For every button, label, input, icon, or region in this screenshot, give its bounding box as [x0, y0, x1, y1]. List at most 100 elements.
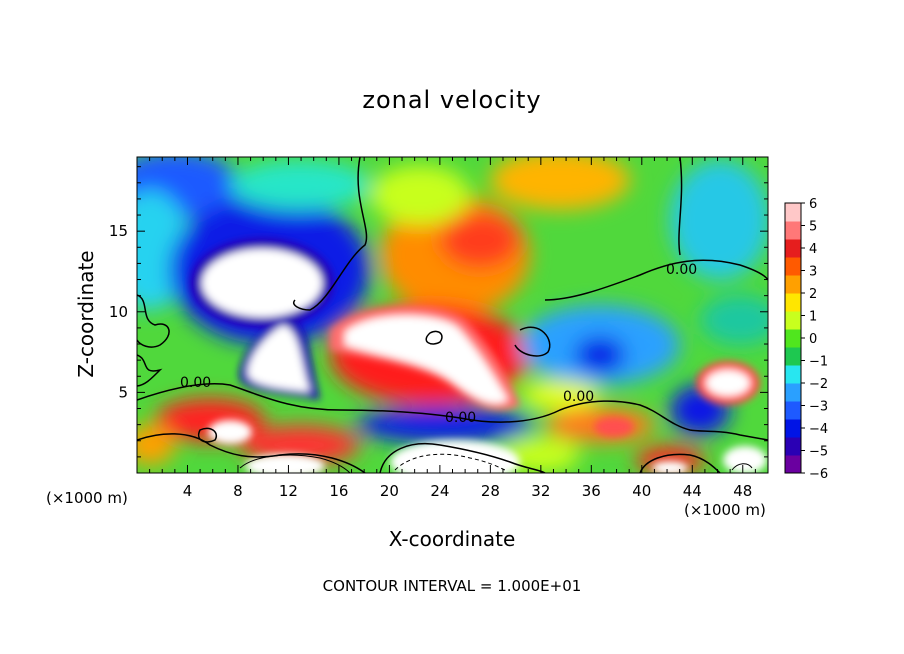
field-blob [370, 165, 470, 225]
field-blob [230, 160, 370, 210]
x-tick-label: 36 [582, 482, 601, 500]
colorbar-swatch [785, 257, 801, 276]
colorbar-tick-label: 5 [809, 220, 817, 235]
colorbar-swatch [785, 365, 801, 384]
field-blob [247, 325, 310, 392]
field-blob [208, 420, 252, 444]
contour-line [137, 294, 170, 348]
colorbar-tick-label: −1 [809, 355, 828, 370]
contour-line [137, 383, 768, 441]
contour-line [514, 326, 551, 357]
colorbar-tick-label: 0 [809, 332, 817, 347]
contour-line [379, 443, 546, 473]
colorbar-swatch [785, 347, 801, 366]
colorbar-swatch [785, 437, 801, 456]
x-tick-label: 8 [233, 482, 243, 500]
colorbar-tick-label: −6 [809, 467, 828, 482]
colorbar-swatch [785, 455, 801, 474]
colorbar-swatch [785, 419, 801, 438]
field-blob [245, 454, 325, 473]
colorbar: 6 5 4 3 2 1 0 −1 −2 −3 −4 −5 −6 [784, 197, 828, 482]
contour-line [425, 330, 443, 345]
field-blob [355, 407, 535, 443]
field-blob [390, 440, 520, 473]
x-tick-label: 44 [683, 482, 702, 500]
field-blob [345, 315, 508, 404]
field-blob [440, 212, 520, 268]
contour-line [639, 453, 721, 473]
contour-line [678, 157, 683, 256]
contour-label: 0.00 [666, 262, 697, 278]
colorbar-tick-label: −5 [809, 445, 828, 460]
x-tick-label: 48 [733, 482, 752, 500]
colorbar-swatch [785, 383, 801, 402]
y-tick-label: 15 [109, 222, 128, 240]
x-axis-label: X-coordinate [388, 527, 516, 551]
field-blob [706, 370, 750, 396]
field-blob [723, 446, 767, 473]
colorbar-swatch [785, 401, 801, 420]
contour-line [293, 157, 368, 311]
field-blob [202, 249, 322, 317]
x-tick-label: 40 [632, 482, 651, 500]
field-sharp-layer [190, 238, 767, 473]
contour-label: 0.00 [445, 410, 476, 426]
colorbar-tick-label: 4 [809, 242, 817, 257]
colorbar-swatch [785, 203, 801, 222]
contour-label: 0.00 [563, 389, 594, 405]
contour-line [239, 454, 351, 473]
field-blob [594, 417, 634, 437]
y-ticks: 5 10 15 [109, 166, 768, 474]
contour-line [394, 453, 506, 471]
colorbar-tick-label: −3 [809, 400, 828, 415]
field-blob [490, 157, 630, 210]
x-unit-label-right: (×1000 m) [684, 501, 766, 519]
colorbar-swatch [785, 311, 801, 330]
contour-interval-note: CONTOUR INTERVAL = 1.000E+01 [322, 577, 582, 595]
heatmap-field [137, 157, 768, 473]
zero-contours [137, 157, 768, 473]
contour-line [731, 463, 753, 471]
colorbar-tick-label: −2 [809, 377, 828, 392]
field-blob [575, 337, 625, 373]
field-blob [652, 461, 688, 473]
colorbar-tick-label: 1 [809, 310, 817, 325]
x-tick-label: 24 [430, 482, 449, 500]
field-blob [137, 425, 175, 465]
field-blob [635, 446, 705, 473]
contour-label: 0.00 [180, 375, 211, 391]
x-tick-label: 16 [329, 482, 348, 500]
colorbar-swatch [785, 221, 801, 240]
x-tick-label: 4 [183, 482, 193, 500]
chart-title: zonal velocity [362, 86, 542, 114]
y-tick-label: 10 [109, 303, 128, 321]
field-blob [500, 437, 580, 473]
x-ticks: 4 8 12 16 20 24 28 32 36 40 44 48 [136, 157, 769, 500]
contour-line [198, 427, 217, 443]
field-blob [670, 160, 768, 280]
colorbar-swatch [785, 293, 801, 312]
contour-labels: 0.00 0.00 0.00 0.00 [180, 262, 697, 426]
colorbar-swatch [785, 275, 801, 294]
x-unit-label-left: (×1000 m) [46, 489, 128, 507]
x-tick-label: 28 [481, 482, 500, 500]
field-blob [520, 380, 600, 410]
x-tick-label: 32 [531, 482, 550, 500]
x-tick-label: 12 [279, 482, 298, 500]
x-tick-label: 20 [380, 482, 399, 500]
colorbar-swatch [785, 329, 801, 348]
colorbar-tick-label: 6 [809, 197, 817, 212]
colorbar-tick-label: 3 [809, 265, 817, 280]
positive-contours [239, 454, 753, 473]
colorbar-tick-label: 2 [809, 287, 817, 302]
y-tick-label: 5 [118, 383, 128, 401]
field-blob [700, 295, 768, 345]
colorbar-tick-label: −4 [809, 422, 828, 437]
contour-line [137, 354, 163, 387]
contour-line [544, 259, 768, 301]
negative-contours [394, 453, 506, 471]
colorbar-swatch [785, 239, 801, 258]
contour-line [137, 433, 366, 473]
